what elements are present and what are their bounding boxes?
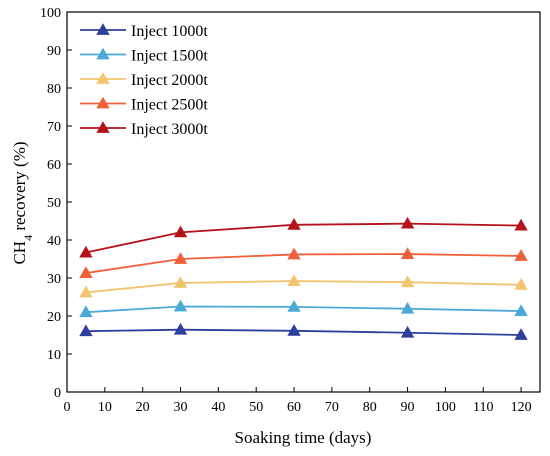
legend-label: Inject 3000t (131, 121, 208, 138)
series (79, 274, 528, 298)
x-tick-label: 0 (64, 400, 71, 415)
x-axis-title: Soaking time (days) (235, 428, 372, 447)
y-tick-label: 80 (47, 82, 61, 97)
data-point (514, 328, 528, 340)
series (79, 216, 528, 258)
series (79, 247, 528, 278)
legend-item: Inject 2000t (80, 72, 208, 89)
data-point (173, 276, 188, 288)
y-tick-label: 0 (54, 386, 61, 401)
legend-marker (96, 72, 110, 84)
x-tick-label: 90 (401, 400, 415, 415)
ticks-group: 0 10 20 30 40 50 60 70 80 90 100 110 120 0 10 20 30 40 50 6… (40, 6, 532, 415)
data-point (514, 304, 528, 316)
legend: Inject 1000t Inject 1500t Inject 2000t Inje… (80, 23, 208, 138)
series-line (85, 222, 522, 254)
x-tick-label: 110 (473, 400, 493, 415)
data-point (400, 301, 415, 314)
x-tick-label: 50 (249, 400, 263, 415)
data-point (400, 216, 415, 229)
legend-marker (96, 23, 110, 35)
y-tick-label: 70 (47, 120, 61, 135)
data-point (514, 218, 528, 231)
data-point (79, 266, 93, 278)
y-tick-label: 20 (47, 310, 61, 325)
data-point (287, 300, 301, 312)
data-point (287, 217, 301, 230)
x-tick-label: 40 (211, 400, 225, 415)
plot-frame (66, 11, 541, 393)
legend-item: Inject 1500t (80, 48, 208, 65)
data-point (400, 325, 415, 338)
legend-label: Inject 1500t (131, 48, 208, 65)
series-line (85, 328, 522, 336)
plot-frame-group (66, 11, 541, 393)
y-tick-label: 60 (47, 158, 61, 173)
data-point (79, 305, 93, 318)
legend-marker (96, 96, 110, 109)
y-tick-label: 100 (40, 6, 61, 21)
data-point (400, 275, 415, 288)
x-tick-label: 60 (287, 400, 301, 415)
data-point (287, 274, 301, 286)
x-tick-label: 70 (325, 400, 339, 415)
x-tick-label: 10 (98, 400, 112, 415)
series-line (85, 305, 522, 314)
y-tick-label: 30 (47, 272, 61, 287)
data-point (287, 324, 301, 336)
data-point (79, 285, 93, 298)
data-point (514, 249, 528, 261)
y-tick-label: 90 (47, 44, 61, 59)
legend-label: Inject 2500t (131, 97, 208, 114)
legend-item: Inject 1000t (80, 23, 208, 40)
data-point (79, 245, 93, 258)
series-line (85, 253, 522, 274)
y-axis-title-rest: recovery (%) (10, 141, 29, 234)
series-group (79, 216, 528, 340)
x-tick-label: 20 (136, 400, 150, 415)
legend-marker (96, 47, 110, 60)
legend-label: Inject 2000t (131, 72, 208, 89)
y-axis-title-main: CH (10, 241, 29, 265)
y-tick-label: 10 (47, 348, 61, 363)
series-line (85, 280, 522, 294)
data-point (400, 247, 415, 259)
x-tick-label: 120 (511, 400, 532, 415)
data-point (287, 247, 301, 260)
legend-item: Inject 3000t (80, 121, 208, 138)
series (79, 322, 528, 340)
data-point (173, 225, 188, 238)
data-point (173, 252, 188, 264)
data-point (514, 278, 528, 290)
x-tick-label: 100 (435, 400, 456, 415)
y-axis-title: CH4 recovery (%) (10, 141, 35, 264)
data-point (173, 322, 188, 335)
y-tick-label: 50 (47, 196, 61, 211)
legend-marker (96, 121, 110, 133)
data-point (173, 299, 188, 312)
legend-item: Inject 2500t (80, 97, 208, 114)
y-axis-title-subscript: 4 (21, 235, 35, 241)
series (79, 299, 528, 318)
legend-label: Inject 1000t (131, 23, 208, 40)
x-tick-label: 30 (174, 400, 188, 415)
data-point (79, 324, 93, 337)
y-tick-label: 40 (47, 234, 61, 249)
x-tick-label: 80 (363, 400, 377, 415)
